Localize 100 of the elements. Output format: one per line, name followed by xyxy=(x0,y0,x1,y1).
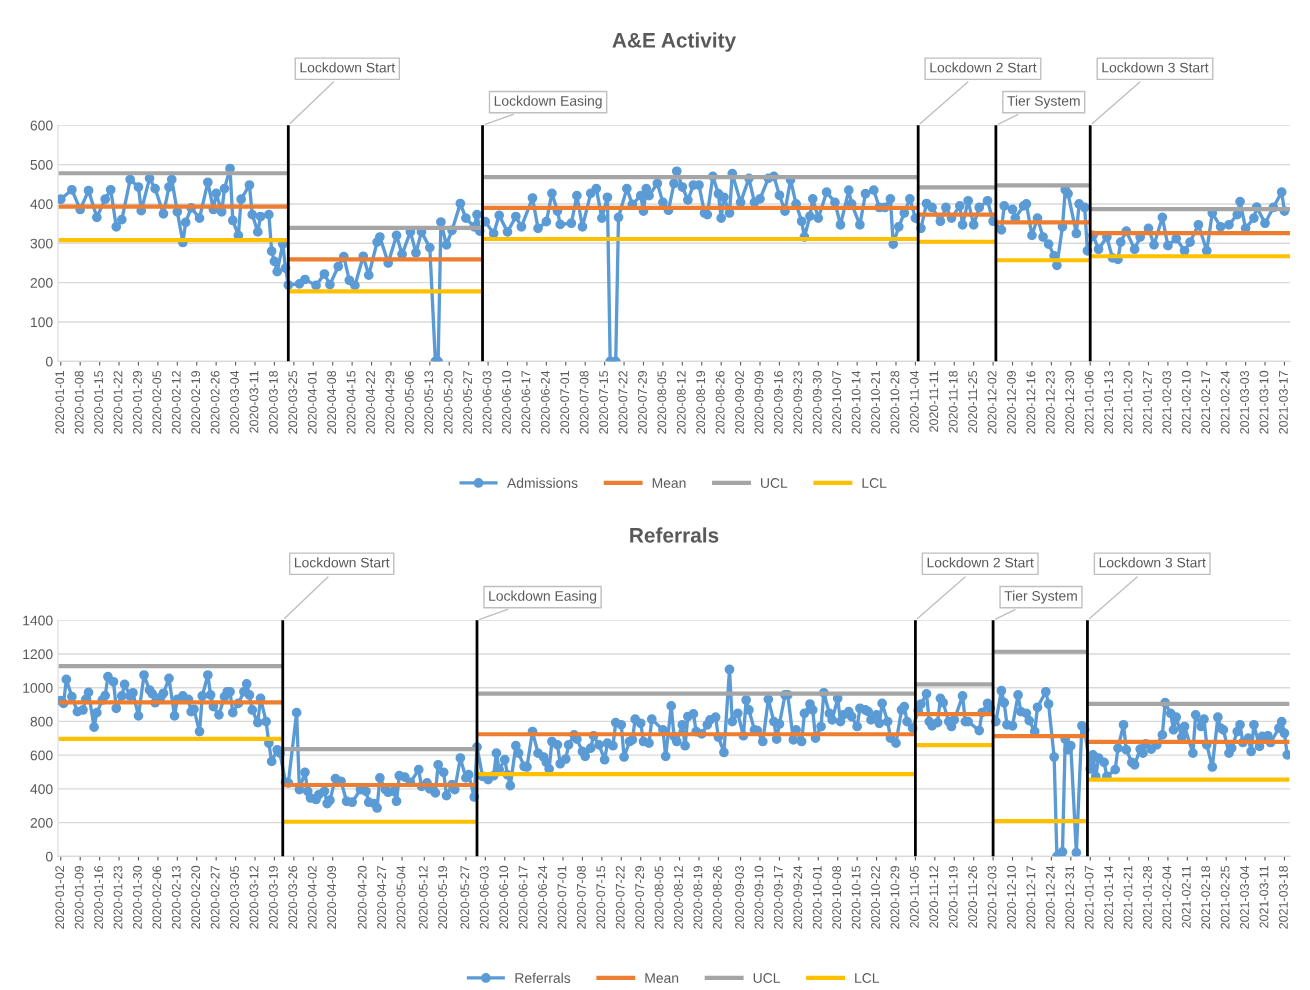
x-tick-label: 2020-10-28 xyxy=(890,370,900,434)
x-tick-label: 2021-03-17 xyxy=(1278,371,1288,434)
x-tick-label: 2020-07-08 xyxy=(579,370,589,434)
y-tick-label: 400 xyxy=(30,784,53,795)
x-tick-label: 2020-01-30 xyxy=(132,865,142,929)
x-tick-label: 2020-08-05 xyxy=(654,865,664,929)
x-tick-label: 2020-05-27 xyxy=(463,371,473,434)
legend-label: Mean xyxy=(652,478,686,488)
x-tick-label: 2020-04-15 xyxy=(346,370,356,434)
x-tick-label: 2020-10-22 xyxy=(871,866,880,929)
x-tick-label: 2020-02-13 xyxy=(171,865,181,929)
x-tick-label: 2020-06-24 xyxy=(538,865,547,929)
x-tick-label: 2020-10-08 xyxy=(832,865,842,929)
legend-label: Mean xyxy=(645,973,679,983)
x-tick-label: 2020-11-18 xyxy=(948,370,958,433)
x-tick-label: 2020-02-27 xyxy=(210,866,220,929)
x-tick-label: 2020-01-08 xyxy=(74,370,84,434)
x-tick-label: 2020-09-23 xyxy=(793,370,803,434)
x-tick-label: 2020-08-19 xyxy=(693,865,703,929)
x-tick-label: 2020-04-27 xyxy=(377,866,386,929)
x-tick-label: 2020-01-22 xyxy=(113,371,123,434)
x-tick-label: 2020-02-06 xyxy=(152,865,162,929)
x-tick-label: 2020-03-18 xyxy=(268,370,278,434)
ref-line-label: Tier System xyxy=(1004,590,1077,604)
y-tick-label: 600 xyxy=(30,750,53,761)
x-tick-label: 2020-04-08 xyxy=(327,370,337,434)
chart-title: Referrals xyxy=(630,527,719,543)
x-tick-label: 2020-04-01 xyxy=(307,370,317,434)
x-tick-label: 2020-02-05 xyxy=(152,370,162,434)
x-tick-label: 2020-12-31 xyxy=(1065,865,1075,929)
x-tick-label: 2021-03-18 xyxy=(1278,865,1288,929)
x-tick-label: 2020-06-10 xyxy=(502,370,511,434)
x-tick-label: 2020-12-02 xyxy=(987,371,997,434)
x-tick-label: 2020-11-04 xyxy=(909,370,919,433)
x-tick-label: 2020-05-27 xyxy=(460,866,470,929)
x-tick-label: 2020-10-07 xyxy=(832,371,842,434)
x-tick-label: 2020-10-01 xyxy=(812,865,822,929)
x-tick-label: 2021-01-28 xyxy=(1142,865,1152,929)
x-tick-label: 2020-04-02 xyxy=(307,866,317,929)
x-tick-label: 2020-12-03 xyxy=(987,865,997,929)
x-tick-label: 2020-06-17 xyxy=(518,866,528,929)
x-tick-label: 2020-04-09 xyxy=(327,865,337,929)
x-tick-label: 2020-07-29 xyxy=(637,370,647,434)
x-tick-label: 2020-07-15 xyxy=(599,370,608,434)
x-tick-label: 2020-07-22 xyxy=(618,371,628,434)
x-tick-label: 2020-02-19 xyxy=(191,370,201,434)
x-tick-label: 2020-09-02 xyxy=(735,371,744,434)
y-tick-label: 300 xyxy=(30,238,53,249)
x-tick-label: 2020-04-20 xyxy=(357,865,367,929)
legend-label: Referrals xyxy=(515,972,571,983)
x-tick-label: 2021-01-06 xyxy=(1084,370,1094,434)
x-tick-label: 2020-07-01 xyxy=(560,370,570,434)
x-tick-label: 2020-03-04 xyxy=(230,370,239,434)
x-tick-label: 2020-01-15 xyxy=(94,370,103,434)
x-tick-label: 2020-11-25 xyxy=(968,370,978,433)
y-tick-label: 600 xyxy=(30,120,53,131)
x-tick-label: 2021-01-20 xyxy=(1123,370,1133,434)
x-tick-label: 2020-06-17 xyxy=(521,371,531,434)
ref-line-label: Lockdown Easing xyxy=(494,95,602,109)
x-tick-label: 2020-11-26 xyxy=(968,865,978,928)
x-tick-label: 2021-02-17 xyxy=(1201,371,1211,434)
ref-line-label: Lockdown Start xyxy=(300,62,396,73)
x-tick-label: 2020-10-14 xyxy=(851,370,861,434)
x-tick-label: 2020-11-12 xyxy=(929,866,939,928)
x-tick-label: 2020-06-24 xyxy=(540,370,550,434)
y-tick-label: 400 xyxy=(30,199,53,210)
x-tick-label: 2020-03-12 xyxy=(249,866,259,929)
y-tick-label: 1400 xyxy=(23,615,53,626)
ref-line-label: Lockdown Easing xyxy=(489,590,597,604)
x-tick-label: 2021-01-14 xyxy=(1104,865,1113,929)
x-tick-label: 2020-01-01 xyxy=(55,370,65,434)
x-tick-label: 2020-07-01 xyxy=(557,865,567,929)
x-tick-label: 2021-03-04 xyxy=(1240,865,1249,929)
y-tick-label: 1000 xyxy=(23,683,53,693)
x-tick-label: 2020-05-19 xyxy=(438,865,448,929)
x-tick-label: 2020-07-29 xyxy=(635,865,645,929)
x-tick-label: 2020-09-03 xyxy=(735,865,744,929)
x-tick-label: 2020-09-30 xyxy=(812,370,822,434)
x-tick-label: 2020-10-15 xyxy=(851,865,861,929)
x-tick-label: 2020-03-25 xyxy=(288,370,298,434)
x-tick-label: 2020-06-03 xyxy=(479,865,489,929)
x-tick-label: 2020-01-16 xyxy=(94,865,103,929)
y-tick-label: 0 xyxy=(45,356,53,367)
x-tick-label: 2021-02-24 xyxy=(1220,370,1230,434)
x-tick-label: 2020-06-03 xyxy=(482,370,492,434)
x-tick-label: 2021-01-21 xyxy=(1123,865,1133,929)
x-tick-label: 2020-02-12 xyxy=(171,371,181,434)
x-tick-label: 2021-02-11 xyxy=(1181,865,1191,928)
x-tick-label: 2020-12-17 xyxy=(1026,866,1036,929)
legend-label: LCL xyxy=(855,973,880,983)
x-tick-label: 2020-01-02 xyxy=(55,866,65,929)
x-tick-label: 2020-10-21 xyxy=(871,370,880,434)
x-tick-label: 2020-08-12 xyxy=(674,866,683,929)
x-tick-label: 2020-12-09 xyxy=(1007,370,1016,434)
x-tick-label: 2020-12-10 xyxy=(1007,865,1016,929)
x-tick-label: 2020-09-24 xyxy=(793,865,803,929)
ref-line-label: Lockdown 2 Start xyxy=(927,557,1034,568)
x-tick-label: 2020-08-05 xyxy=(657,370,667,434)
x-tick-label: 2021-01-27 xyxy=(1142,371,1152,434)
x-tick-label: 2020-01-09 xyxy=(74,865,84,929)
